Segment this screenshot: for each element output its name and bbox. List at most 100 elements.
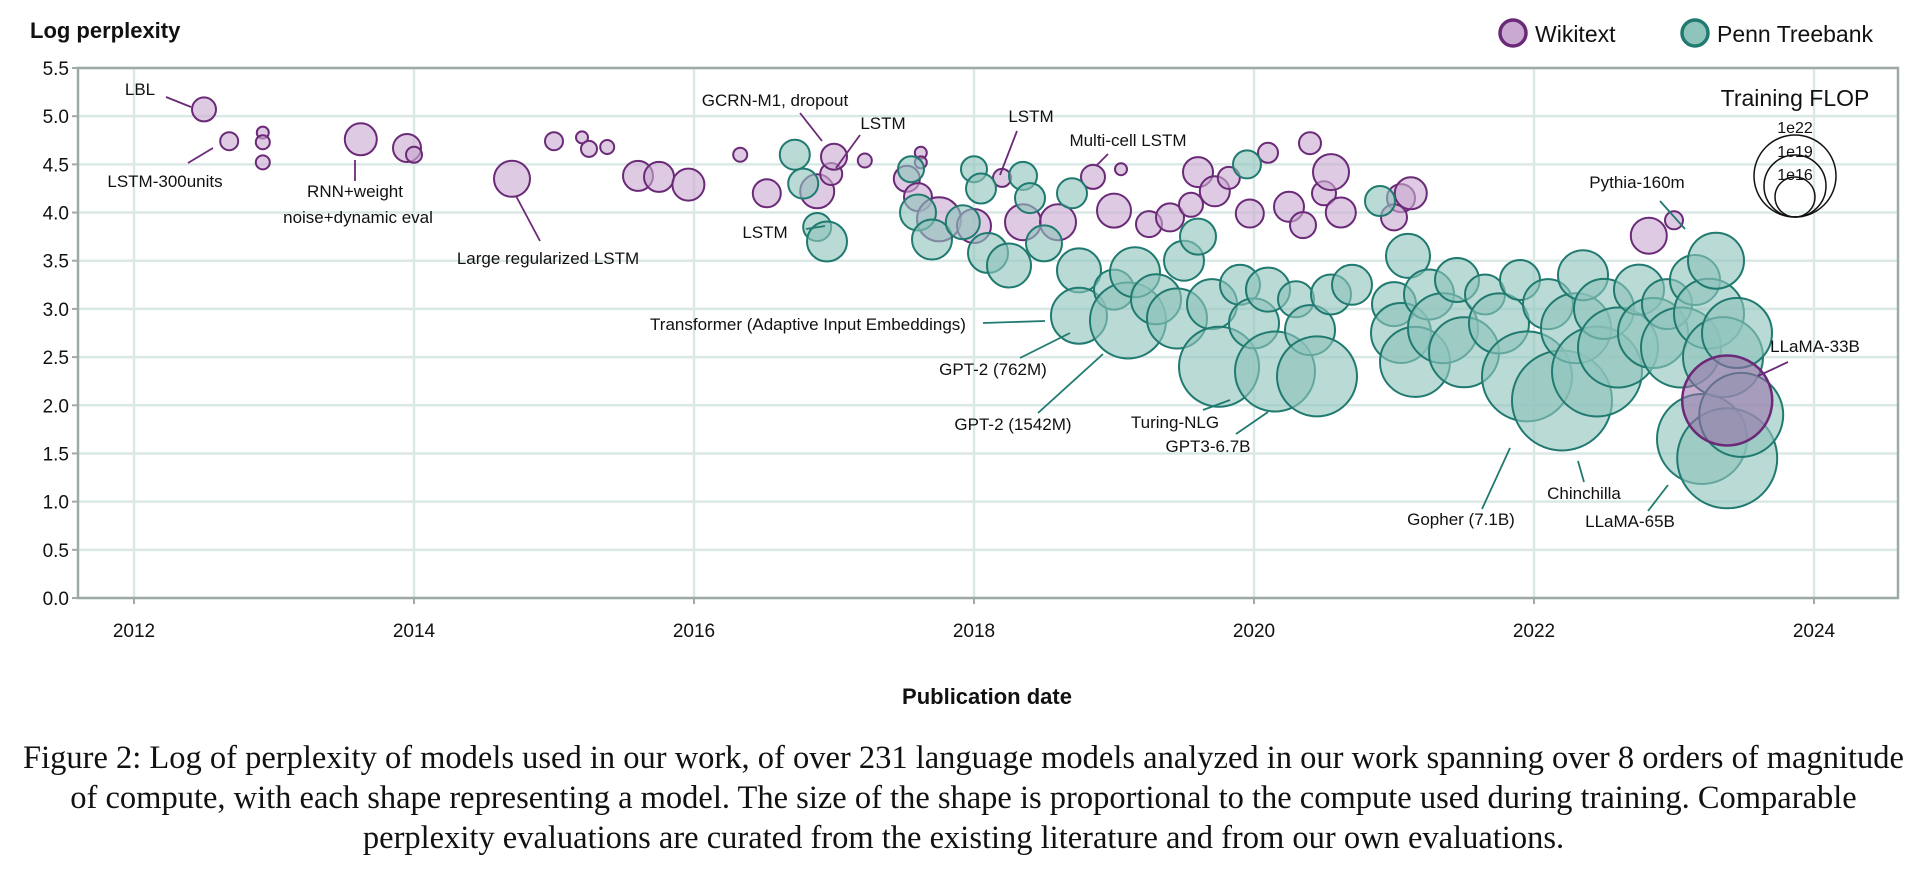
annotation-label: Chinchilla: [1547, 484, 1621, 503]
ptb-point: [944, 204, 981, 241]
legend-label-ptb: Penn Treebank: [1717, 21, 1874, 47]
legend-marker-ptb: [1680, 18, 1710, 48]
wikitext-point: [751, 178, 782, 209]
wikitext-point: [1289, 211, 1317, 240]
annotation-label: Pythia-160m: [1589, 173, 1684, 192]
annotation-label: noise+dynamic eval: [283, 208, 433, 227]
y-tick-label: 2.5: [43, 348, 69, 369]
ptb-point: [986, 242, 1032, 289]
annotation-leader-line: [165, 96, 192, 108]
ptb-point: [1056, 177, 1088, 210]
annotation-label: Large regularized LSTM: [457, 249, 639, 268]
wikitext-point: [1298, 131, 1322, 156]
annotation-label: Turing-NLG: [1131, 413, 1219, 432]
size-legend: Training FLOP 1e22 1e19 1e16: [1721, 85, 1869, 218]
annotation-leader-line: [515, 195, 541, 242]
x-tick-label: 2012: [113, 621, 155, 642]
wikitext-point: [1312, 153, 1350, 192]
x-tick-label: 2018: [953, 621, 995, 642]
size-legend-label-1e22: 1e22: [1777, 120, 1813, 137]
ptb-point: [787, 167, 820, 200]
wikitext-point: [599, 139, 616, 155]
annotation-label: LSTM: [742, 223, 787, 242]
annotation-leader-line: [1019, 332, 1071, 359]
wikitext-point: [732, 146, 749, 163]
wikitext-point: [1664, 210, 1684, 231]
annotation-label: GCRN-M1, dropout: [702, 91, 849, 110]
annotation-label: Multi-cell LSTM: [1069, 131, 1186, 150]
wikitext-point: [254, 134, 271, 151]
x-tick-label: 2020: [1233, 621, 1275, 642]
annotation-leader-line: [1659, 200, 1686, 230]
y-tick-label: 3.0: [43, 300, 69, 321]
wikitext-point: [1216, 165, 1241, 190]
ptb-point: [1179, 217, 1217, 256]
annotation-label: GPT-2 (1542M): [954, 415, 1071, 434]
plot-frame: [76, 66, 1900, 600]
wikitext-point: [580, 139, 598, 158]
ptb-point: [1331, 263, 1373, 306]
ptb-point: [778, 138, 811, 171]
annotation-leader-line: [1095, 153, 1109, 167]
axes: 2012 2014 2016 2018 2020 2022 2024 0.0 0.5 1.0 1.5…: [43, 59, 1900, 642]
wikitext-point: [493, 159, 531, 198]
y-tick-label: 0.0: [43, 589, 69, 610]
ptb-point: [1687, 231, 1745, 290]
y-tick-label: 2.0: [43, 396, 69, 417]
annotation-leader-line: [799, 112, 823, 142]
wikitext-point: [1096, 192, 1132, 229]
y-tick-label: 5.5: [43, 59, 69, 80]
annotation-label: LSTM-300units: [107, 172, 222, 191]
wikitext-point: [343, 122, 378, 157]
y-tick-label: 5.0: [43, 107, 69, 128]
wikitext-point: [1234, 198, 1265, 229]
annotation-label: Gopher (7.1B): [1407, 510, 1515, 529]
wikitext-point: [254, 154, 271, 171]
annotation-leader-line: [1757, 361, 1789, 377]
ptb-point: [1014, 182, 1046, 215]
wikitext-point: [191, 96, 217, 123]
ptb-point: [965, 172, 997, 205]
annotation-label: LSTM: [1008, 107, 1053, 126]
wikitext-point: [544, 131, 564, 152]
wikitext-point: [1324, 196, 1357, 229]
wikitext-point: [1114, 162, 1128, 177]
x-tick-label: 2022: [1513, 621, 1555, 642]
annotation-leader-line: [1647, 484, 1669, 512]
x-tick-label: 2024: [1793, 621, 1836, 642]
wikitext-point: [856, 152, 873, 169]
annotation-leader-line: [835, 134, 861, 169]
perplexity-scatter-chart: 2012 2014 2016 2018 2020 2022 2024 0.0 0.5 1.0 1.5…: [30, 18, 1900, 709]
ptb-point: [1364, 185, 1396, 217]
ptb-point: [897, 155, 925, 184]
ptb-point: [1232, 149, 1262, 180]
wikitext-point: [643, 160, 675, 193]
annotation-leader-line: [1202, 399, 1231, 411]
wikitext-point: [671, 167, 706, 202]
annotation-leader-line: [1235, 411, 1269, 435]
data-markers: [191, 96, 1785, 510]
size-legend-circle-small: [1774, 176, 1816, 218]
annotation-leader-line: [999, 130, 1018, 176]
annotation-label: GPT3-6.7B: [1165, 437, 1250, 456]
annotation-leader-line: [1577, 460, 1585, 483]
annotation-leader-line: [187, 147, 214, 164]
annotation-label: LBL: [125, 80, 155, 99]
annotation-label: Transformer (Adaptive Input Embeddings): [650, 315, 966, 334]
y-tick-label: 0.5: [43, 541, 69, 562]
annotation-leader-line: [805, 225, 826, 230]
wikitext-point: [1178, 191, 1204, 218]
annotation-leader-line: [982, 320, 1046, 324]
wikitext-point: [1393, 176, 1428, 211]
y-tick-label: 1.5: [43, 444, 69, 465]
ptb-point: [1276, 335, 1358, 418]
y-tick-label: 3.5: [43, 252, 69, 273]
figure-caption: Figure 2: Log of perplexity of models us…: [23, 740, 1904, 856]
wikitext-point: [1680, 354, 1774, 447]
ptb-point: [1025, 224, 1063, 263]
x-tick-label: 2014: [393, 621, 436, 642]
x-axis-title: Publication date: [902, 684, 1072, 709]
y-tick-label: 4.5: [43, 155, 69, 176]
annotation-label: LSTM: [860, 114, 905, 133]
ptb-point: [1385, 232, 1431, 279]
